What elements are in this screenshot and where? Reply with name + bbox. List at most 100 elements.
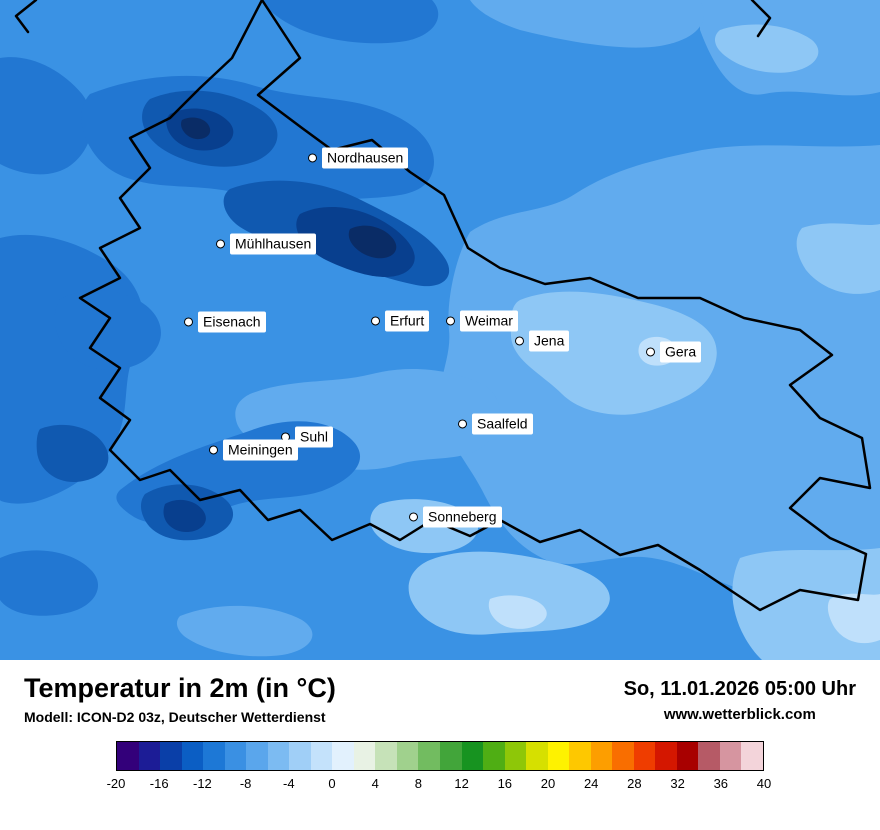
city-label: Erfurt (385, 310, 430, 332)
colorbar-wrap: -20 -16 -12 -8 -4 0 4 8 12 16 20 24 28 32 36 40 (107, 740, 772, 794)
colorbar-cell (418, 741, 440, 770)
forecast-datetime: So, 11.01.2026 05:00 Uhr (623, 678, 856, 700)
city-label: Meiningen (223, 439, 298, 461)
colorbar-tick-label: 4 (371, 775, 379, 791)
colorbar-cell (289, 741, 311, 770)
temp-region-bottom-light (488, 595, 547, 629)
colorbar-tick-label: 16 (497, 775, 513, 791)
colorbar-tick-label: 36 (713, 775, 729, 791)
temp-region-sw-dark3 (163, 499, 206, 532)
city-label: Gera (660, 341, 702, 363)
colorbar-cell (590, 741, 613, 770)
city-marker: Suhl (281, 426, 334, 448)
colorbar-cell (569, 741, 591, 770)
colorbar-cell (719, 741, 742, 770)
city-marker: Weimar (446, 310, 518, 332)
colorbar-cell (461, 741, 484, 770)
city-dot-icon (446, 316, 455, 326)
colorbar-tick-label: 24 (583, 775, 599, 791)
temp-region-bottomcenter (408, 551, 610, 635)
temperature-map: Nordhausen Mühlhausen Eisenach Erfurt Weimar… (0, 0, 880, 660)
city-dot-icon (308, 153, 317, 163)
colorbar-cell (332, 741, 354, 770)
temp-region-bottomleft (176, 605, 313, 657)
colorbar-tick-label: -20 (106, 775, 126, 791)
website-url: www.wetterblick.com (663, 706, 816, 723)
colorbar-tick-label: -12 (192, 775, 212, 791)
colorbar-cell (547, 741, 570, 770)
colorbar-tick-label: 40 (756, 775, 772, 791)
colorbar-cell (526, 741, 548, 770)
model-info: Modell: ICON-D2 03z, Deutscher Wetterdie… (24, 708, 326, 725)
colorbar-cell (483, 741, 505, 770)
colorbar-cell (160, 741, 182, 770)
state-border (78, 0, 872, 612)
colorbar-cell (655, 741, 677, 770)
city-layer: Nordhausen Mühlhausen Eisenach Erfurt Weimar… (184, 147, 702, 528)
city-dot-icon (458, 419, 467, 429)
city-label: Eisenach (198, 311, 266, 333)
colorbar-cell (353, 741, 376, 770)
city-dot-icon (184, 317, 193, 327)
city-dot-icon (216, 239, 225, 249)
city-marker: Gera (646, 341, 702, 363)
colorbar-cell (633, 741, 656, 770)
temp-region-rightmid (796, 223, 880, 294)
colorbar-tick-label: 12 (454, 775, 469, 791)
temp-region-corner-light (827, 593, 880, 644)
city-marker: Jena (515, 330, 570, 352)
colorbar-tick-label: 32 (670, 775, 685, 791)
colorbar-cell (698, 741, 720, 770)
colorbar-cell (396, 741, 419, 770)
temp-region-topleft (0, 57, 93, 175)
colorbar (116, 740, 764, 771)
colorbar-cell (676, 741, 699, 770)
colorbar-cell (246, 741, 268, 770)
city-label: Sonneberg (423, 506, 502, 528)
temp-region-core-dark4 (348, 225, 397, 259)
city-marker: Saalfeld (458, 413, 533, 435)
city-dot-icon (515, 336, 524, 346)
city-label: Weimar (460, 310, 518, 332)
city-dot-icon (371, 316, 380, 326)
colorbar-cell (375, 741, 397, 770)
colorbar-tick-label: 8 (414, 775, 423, 791)
temp-region-topcenter (470, 0, 704, 48)
city-marker: Mühlhausen (216, 233, 317, 255)
colorbar-cell (203, 741, 225, 770)
border-fragment-topleft (14, 0, 38, 34)
border-fragment-topright (750, 0, 772, 38)
city-marker: Eisenach (184, 311, 266, 333)
colorbar-cell (439, 741, 462, 770)
temp-region-southwest-dark (0, 550, 99, 616)
city-dot-icon (409, 512, 418, 522)
colorbar-cell (224, 741, 247, 770)
city-dot-icon (646, 347, 655, 357)
city-label: Jena (529, 330, 570, 352)
temp-region-eisenach-dark (54, 290, 161, 370)
footer: Temperatur in 2m (in °C) Modell: ICON-D2… (0, 660, 880, 830)
city-label: Suhl (295, 426, 334, 448)
city-label: Saalfeld (472, 413, 533, 435)
colorbar-tick-label: 20 (540, 775, 556, 791)
colorbar-cell (612, 741, 634, 770)
colorbar-tick-label: -16 (149, 775, 169, 791)
colorbar-tick-label: -4 (283, 775, 295, 791)
temp-region-topcenter-dark (260, 0, 439, 44)
colorbar-tick-label: 28 (627, 775, 642, 791)
colorbar-cell (267, 741, 290, 770)
colorbar-cell (310, 741, 333, 770)
city-label: Mühlhausen (230, 233, 317, 255)
city-marker: Sonneberg (409, 506, 502, 528)
city-dot-icon (209, 445, 218, 455)
city-marker: Meiningen (209, 439, 298, 461)
city-marker: Erfurt (371, 310, 430, 332)
colorbar-cell (504, 741, 527, 770)
temp-region-leftedge-dark2 (36, 424, 109, 483)
colorbar-ticks: -20 -16 -12 -8 -4 0 4 8 12 16 20 24 28 32 36 40 (107, 774, 772, 794)
page-title: Temperatur in 2m (in °C) (24, 673, 336, 703)
colorbar-tick-label: 0 (328, 775, 336, 791)
temp-region-jena-gera (510, 291, 717, 415)
temp-region-topright-small (714, 24, 819, 73)
temperature-field (0, 0, 880, 660)
